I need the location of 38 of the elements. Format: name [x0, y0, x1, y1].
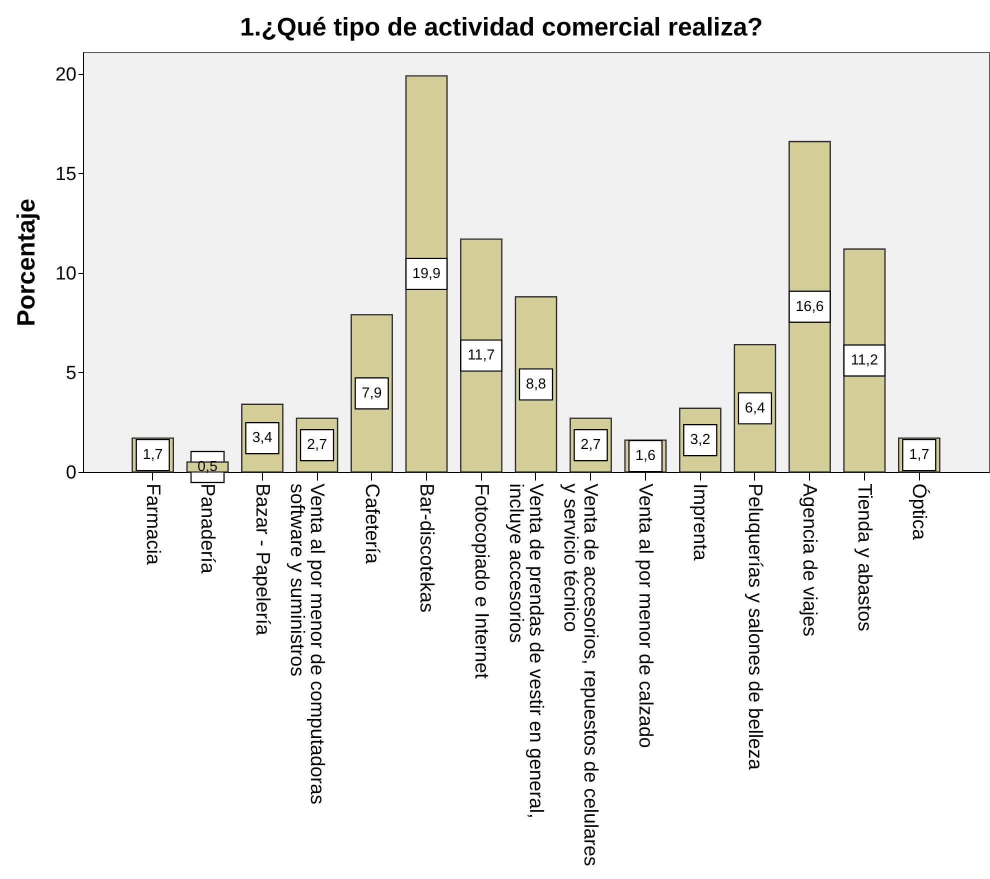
x-tick-label: Venta al por menor de calzado: [634, 484, 656, 748]
y-axis-title: Porcentaje: [12, 198, 40, 326]
x-tick-label: Venta al por menor de computadoras software y suministros: [286, 484, 328, 805]
data-label: 19,9: [412, 266, 441, 282]
x-tick-label: Óptica: [908, 484, 930, 540]
x-tick-label: Peluquerías y salones de belleza: [744, 484, 766, 770]
x-tick-label: Bazar - Papelería: [251, 484, 274, 636]
y-tick-label: 15: [55, 164, 76, 185]
x-tick-label: Agencia de viajes: [798, 484, 821, 637]
x-tick-label: Venta de prendas de vestir en general, incluye accesorios: [505, 484, 547, 818]
data-label: 6,4: [744, 400, 766, 416]
data-label: 1,6: [635, 448, 656, 464]
data-label: 3,2: [690, 432, 710, 448]
x-tick-label: Tienda y abastos: [853, 484, 876, 632]
data-label: 3,4: [252, 430, 272, 446]
y-tick-label: 10: [55, 263, 76, 284]
x-tick-label: Farmacia: [142, 484, 164, 565]
x-tick-label: Fotocopiado e Internet: [470, 484, 492, 680]
data-label: 11,2: [850, 352, 878, 369]
y-tick-label: 20: [55, 64, 76, 86]
chart-title: 1.¿Qué tipo de actividad comercial realiza?: [240, 14, 763, 42]
data-label: 1,7: [142, 447, 163, 464]
y-tick-label: 0: [66, 462, 76, 484]
data-label: 2,7: [306, 437, 328, 454]
data-label: 0,5: [197, 459, 218, 476]
x-tick-label: Cafetería: [360, 484, 383, 564]
bar: [405, 75, 448, 473]
data-label: 16,6: [796, 298, 824, 315]
bar: [788, 140, 831, 473]
data-label: 8,8: [526, 376, 546, 392]
data-label: 2,7: [580, 437, 601, 454]
data-label: 11,7: [468, 348, 495, 364]
y-tick-label: 5: [66, 362, 76, 384]
data-label: 1,7: [909, 447, 930, 464]
x-tick-label: Bar-discotekas: [416, 484, 438, 613]
data-label: 7,9: [362, 385, 382, 402]
x-tick-label: Panadería: [196, 484, 219, 574]
x-tick-label: Imprenta: [689, 484, 712, 561]
